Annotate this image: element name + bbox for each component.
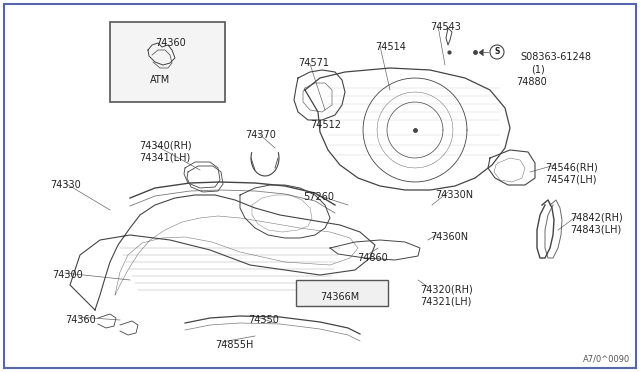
Text: 74330: 74330 (50, 180, 81, 190)
Text: 74860: 74860 (357, 253, 388, 263)
Bar (296, 280, 388, 306)
Text: 74514: 74514 (375, 42, 406, 52)
Text: 74360: 74360 (155, 38, 186, 48)
Text: ATM: ATM (150, 75, 170, 85)
Text: S08363-61248: S08363-61248 (520, 52, 591, 62)
Text: 74300: 74300 (52, 270, 83, 280)
Text: 74360: 74360 (65, 315, 96, 325)
Text: 74842(RH): 74842(RH) (570, 213, 623, 223)
Text: (1): (1) (531, 64, 545, 74)
Text: S: S (494, 48, 500, 57)
Text: 74321(LH): 74321(LH) (420, 297, 472, 307)
Text: 74350: 74350 (248, 315, 279, 325)
Text: 74360N: 74360N (430, 232, 468, 242)
Text: 74546(RH): 74546(RH) (545, 162, 598, 172)
Text: 74512: 74512 (310, 120, 341, 130)
Text: 74366M: 74366M (320, 292, 359, 302)
Text: 57260: 57260 (303, 192, 334, 202)
Text: A7/0^0090: A7/0^0090 (583, 355, 630, 364)
Text: 74330N: 74330N (435, 190, 473, 200)
Text: 74880: 74880 (516, 77, 547, 87)
Text: 74843(LH): 74843(LH) (570, 225, 621, 235)
Text: 74547(LH): 74547(LH) (545, 174, 596, 184)
Text: 74571: 74571 (298, 58, 329, 68)
Text: 74340(RH): 74340(RH) (139, 140, 191, 150)
Text: 74320(RH): 74320(RH) (420, 285, 473, 295)
Text: 74855H: 74855H (215, 340, 253, 350)
Text: 74543: 74543 (430, 22, 461, 32)
Bar (110, 22, 225, 102)
Text: 74370: 74370 (245, 130, 276, 140)
Text: 74341(LH): 74341(LH) (139, 152, 190, 162)
